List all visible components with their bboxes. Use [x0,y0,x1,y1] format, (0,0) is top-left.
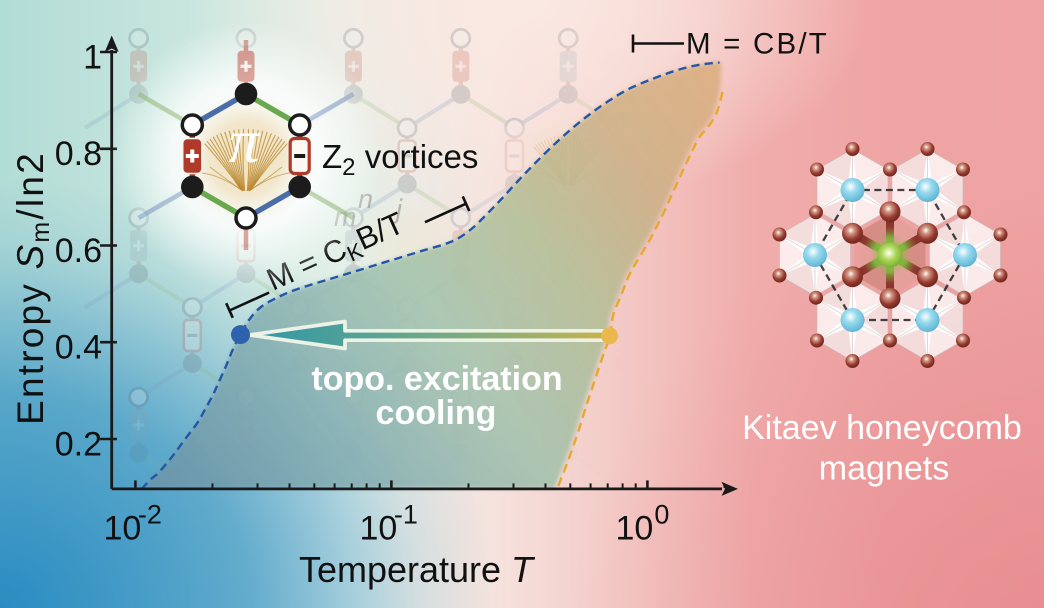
svg-text:Temperature T: Temperature T [299,549,536,590]
svg-text:1: 1 [83,38,102,76]
svg-text:magnets: magnets [819,450,949,488]
svg-text:Kitaev honeycomb: Kitaev honeycomb [742,409,1022,447]
svg-text:0.6: 0.6 [55,232,102,270]
svg-text:0.8: 0.8 [55,135,102,173]
svg-text:10: 10 [359,510,397,548]
svg-text:topo. excitation: topo. excitation [311,360,562,398]
svg-text:-2: -2 [138,500,162,530]
svg-text:j: j [392,194,403,224]
svg-text:10: 10 [615,510,653,548]
svg-text:M = CB/T: M = CB/T [686,28,829,61]
svg-text:0: 0 [654,500,669,530]
svg-text:Entropy Sm/ln2: Entropy Sm/ln2 [10,151,55,425]
svg-text:π: π [229,109,261,176]
svg-text:0.2: 0.2 [55,425,102,463]
svg-text:-1: -1 [394,500,418,530]
svg-text:0.4: 0.4 [55,329,102,367]
svg-text:cooling: cooling [376,394,497,432]
svg-text:10: 10 [103,510,141,548]
